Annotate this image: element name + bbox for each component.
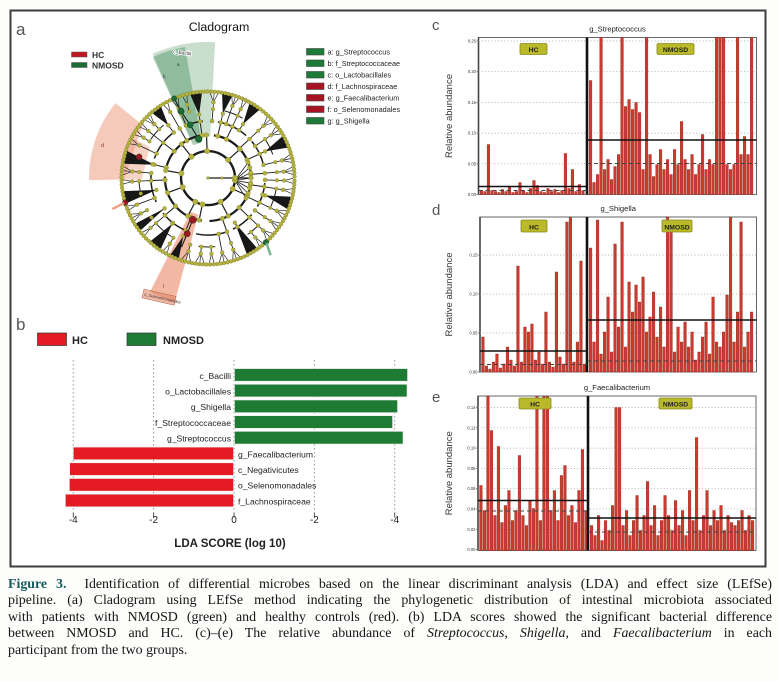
svg-text:a: g_Streptococcus: a: g_Streptococcus [328,48,391,57]
svg-text:c_Bacilli: c_Bacilli [199,371,231,381]
svg-text:0.04: 0.04 [467,507,476,512]
svg-text:f: o_Selenomonadales: f: o_Selenomonadales [328,105,401,114]
svg-text:0.05: 0.05 [469,331,478,336]
svg-text:0.15: 0.15 [468,100,477,105]
svg-text:HC: HC [530,401,540,408]
svg-text:f_Streptococcaceae: f_Streptococcaceae [155,418,231,428]
svg-text:g: g_Shigella: g: g_Shigella [328,117,371,126]
svg-text:NMOSD: NMOSD [664,224,689,231]
svg-text:-2: -2 [310,515,319,526]
svg-text:LDA SCORE (log 10): LDA SCORE (log 10) [174,538,286,550]
svg-text:g_Shigella: g_Shigella [191,402,231,412]
svg-text:0.20: 0.20 [468,69,477,74]
svg-text:g_Faecalibacterium: g_Faecalibacterium [584,383,650,392]
svg-text:0.00: 0.00 [467,547,476,552]
svg-text:0.10: 0.10 [469,292,478,297]
svg-text:Relative abundance: Relative abundance [444,253,455,337]
svg-text:-2: -2 [149,515,158,526]
svg-text:HC: HC [92,50,104,60]
svg-text:b: b [16,315,25,334]
svg-text:g_Streptococcus: g_Streptococcus [167,434,231,444]
svg-text:c: o_Lactobacillales: c: o_Lactobacillales [328,71,392,80]
svg-text:NMOSD: NMOSD [92,61,124,71]
svg-text:e: e [432,389,440,406]
svg-text:c: c [432,17,440,34]
svg-text:a: a [16,20,26,39]
svg-text:NMOSD: NMOSD [663,47,688,54]
svg-text:NMOSD: NMOSD [663,401,688,408]
svg-text:g_Faecalibacterium: g_Faecalibacterium [238,449,313,459]
svg-text:o_Lactobacillales: o_Lactobacillales [165,387,231,397]
svg-text:b: b [163,74,166,79]
svg-text:HC: HC [72,335,88,347]
svg-text:0.05: 0.05 [468,161,477,166]
svg-text:g_Streptococcus: g_Streptococcus [589,25,646,34]
svg-text:d: d [432,202,440,219]
svg-text:0.14: 0.14 [467,405,476,410]
svg-text:Relative abundance: Relative abundance [444,74,455,158]
svg-text:0.10: 0.10 [467,446,476,451]
svg-text:HC: HC [529,47,539,54]
svg-text:HC: HC [529,224,539,231]
svg-text:0.02: 0.02 [467,527,476,532]
svg-text:a: a [177,62,180,67]
svg-text:e: g_Faecalibacterium: e: g_Faecalibacterium [328,94,400,103]
svg-text:0.00: 0.00 [468,192,477,197]
svg-text:c_Bacilli: c_Bacilli [173,49,192,57]
svg-text:-4: -4 [69,515,78,526]
svg-text:NMOSD: NMOSD [163,335,204,347]
svg-text:0.15: 0.15 [469,253,478,258]
svg-text:0.25: 0.25 [468,39,477,44]
svg-text:g_Shigella: g_Shigella [600,204,636,213]
svg-text:-4: -4 [390,515,399,526]
svg-text:0: 0 [231,515,237,526]
svg-text:0.00: 0.00 [469,370,478,375]
svg-text:0.10: 0.10 [468,131,477,136]
svg-text:Cladogram: Cladogram [189,20,250,34]
svg-text:f_Lachnospiraceae: f_Lachnospiraceae [238,496,311,506]
svg-text:o_Selenomonadales: o_Selenomonadales [238,481,316,491]
svg-text:0.06: 0.06 [467,486,476,491]
svg-text:f: f [163,284,165,289]
svg-text:0.08: 0.08 [467,466,476,471]
svg-text:b: f_Streptococcaceae: b: f_Streptococcaceae [328,59,401,68]
svg-text:d: f_Lachnospiraceae: d: f_Lachnospiraceae [328,82,398,91]
svg-text:c_Negativicutes: c_Negativicutes [238,465,299,475]
svg-text:0.12: 0.12 [467,425,476,430]
svg-text:d: d [101,143,104,149]
svg-text:Relative abundance: Relative abundance [444,431,455,515]
